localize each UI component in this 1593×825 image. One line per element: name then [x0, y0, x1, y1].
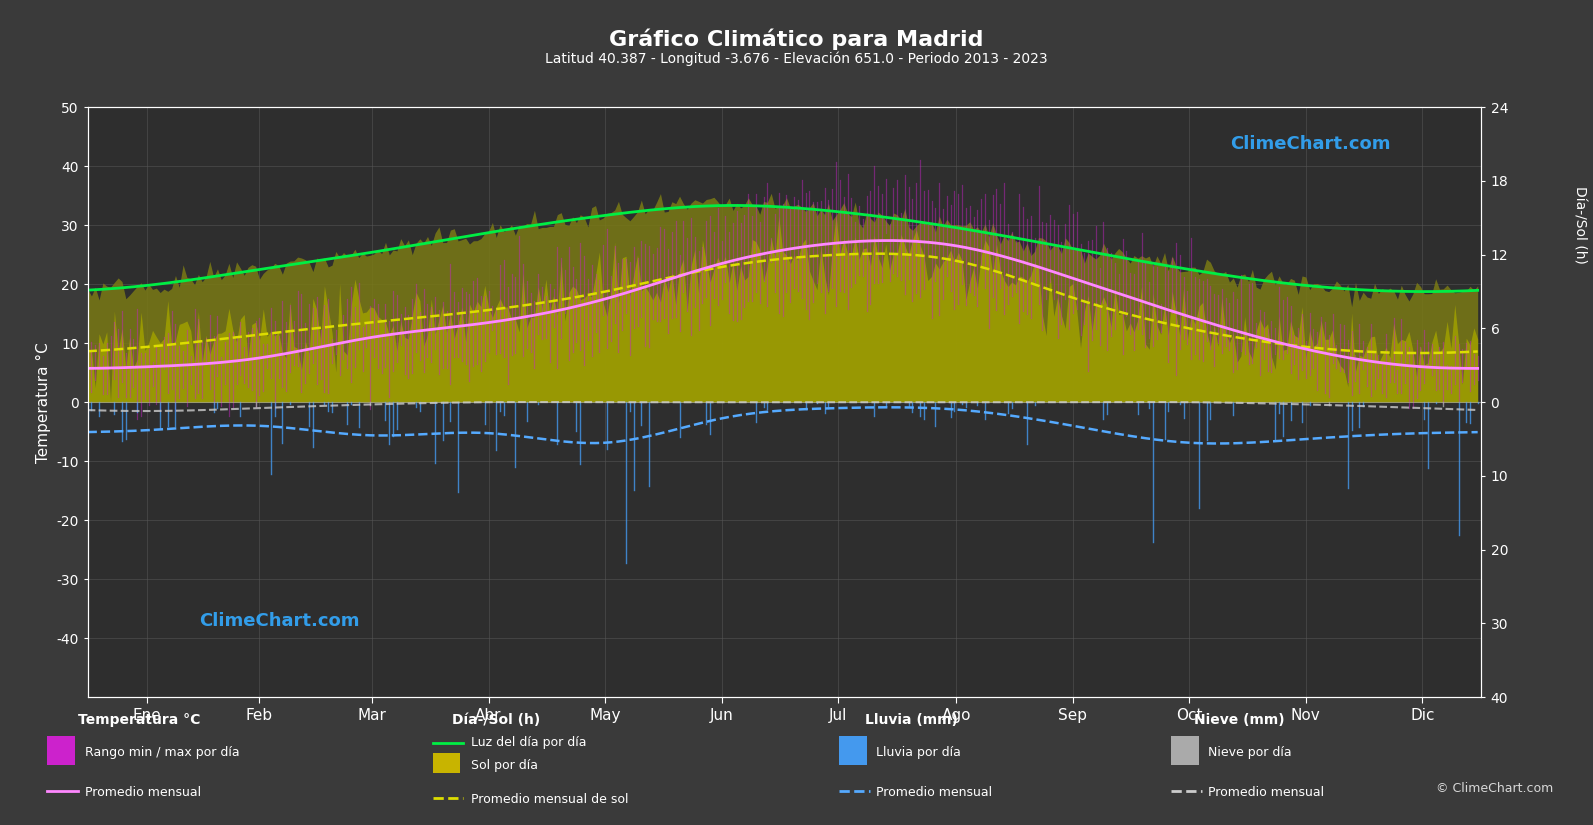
Text: Gráfico Climático para Madrid: Gráfico Climático para Madrid — [609, 29, 984, 50]
Text: Luz del día por día: Luz del día por día — [472, 736, 586, 749]
Text: Promedio mensual: Promedio mensual — [1207, 785, 1324, 799]
Bar — [1171, 736, 1198, 766]
Text: Latitud 40.387 - Longitud -3.676 - Elevación 651.0 - Periodo 2013 - 2023: Latitud 40.387 - Longitud -3.676 - Eleva… — [545, 51, 1048, 66]
Text: Día-/Sol (h): Día-/Sol (h) — [452, 713, 540, 727]
Text: Temperatura °C: Temperatura °C — [78, 713, 201, 727]
Text: Sol por día: Sol por día — [472, 759, 538, 771]
Text: © ClimeChart.com: © ClimeChart.com — [1435, 782, 1553, 795]
Text: Nieve (mm): Nieve (mm) — [1195, 713, 1284, 727]
Text: ClimeChart.com: ClimeChart.com — [199, 612, 360, 630]
Text: Día-/Sol (h): Día-/Sol (h) — [1572, 186, 1587, 264]
Text: Promedio mensual: Promedio mensual — [86, 785, 201, 799]
Text: Nieve por día: Nieve por día — [1207, 747, 1292, 759]
Text: Rango min / max por día: Rango min / max por día — [86, 747, 241, 759]
Y-axis label: Temperatura °C: Temperatura °C — [35, 342, 51, 463]
Text: ClimeChart.com: ClimeChart.com — [1231, 134, 1391, 153]
Text: Lluvia (mm): Lluvia (mm) — [865, 713, 959, 727]
Bar — [840, 736, 867, 766]
Text: Promedio mensual de sol: Promedio mensual de sol — [472, 793, 628, 806]
Bar — [433, 752, 460, 774]
Text: Promedio mensual: Promedio mensual — [876, 785, 992, 799]
Bar — [48, 736, 75, 766]
Text: Lluvia por día: Lluvia por día — [876, 747, 961, 759]
